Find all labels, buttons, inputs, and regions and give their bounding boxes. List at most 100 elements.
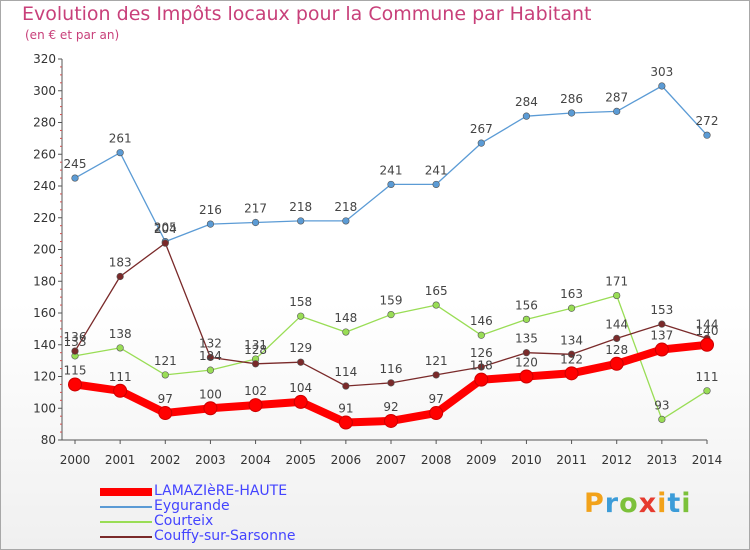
data-point bbox=[564, 366, 579, 381]
data-point bbox=[248, 398, 263, 413]
chart-axes: 80 100 120 140 160 180 200 220 240 260 280 300 320 20… bbox=[33, 52, 722, 467]
x-tick-label: 2001 bbox=[105, 453, 136, 467]
data-label: 245 bbox=[64, 157, 87, 171]
data-label: 133 bbox=[64, 335, 87, 349]
data-point bbox=[609, 356, 624, 371]
data-point bbox=[522, 349, 531, 357]
data-point bbox=[432, 180, 440, 189]
x-tick-label: 2011 bbox=[556, 453, 587, 467]
data-point bbox=[700, 337, 714, 352]
data-label: 121 bbox=[425, 354, 448, 368]
logo-letter: P bbox=[584, 488, 605, 519]
x-tick-label: 2012 bbox=[601, 453, 632, 467]
data-point bbox=[658, 415, 666, 423]
data-point bbox=[567, 304, 576, 312]
data-label: 261 bbox=[109, 132, 132, 146]
y-tick-label: 320 bbox=[33, 52, 56, 66]
legend-swatch bbox=[100, 536, 152, 538]
chart-subtitle: (en € et par an) bbox=[25, 28, 120, 42]
y-tick-label: 300 bbox=[33, 84, 56, 98]
data-label: 216 bbox=[199, 203, 222, 217]
data-label: 122 bbox=[560, 352, 583, 366]
data-label: 116 bbox=[380, 362, 403, 376]
data-point bbox=[432, 371, 440, 379]
data-point bbox=[567, 109, 576, 117]
series-points bbox=[68, 82, 714, 430]
legend-swatch bbox=[100, 506, 152, 508]
data-label: 102 bbox=[244, 384, 267, 398]
data-labels: 245 261 205 216 217 218 218 241 241 267 284 286 287 3… bbox=[64, 65, 719, 416]
data-point bbox=[477, 139, 485, 147]
y-tick-label: 280 bbox=[33, 116, 56, 130]
y-tick-label: 240 bbox=[33, 179, 56, 193]
data-point bbox=[71, 174, 79, 182]
data-point bbox=[297, 217, 305, 225]
data-label: 267 bbox=[470, 122, 493, 136]
data-label: 218 bbox=[289, 200, 312, 214]
data-label: 218 bbox=[334, 200, 357, 214]
data-label: 97 bbox=[158, 392, 173, 406]
y-tick-label: 260 bbox=[33, 147, 56, 161]
data-point bbox=[658, 320, 666, 328]
data-label: 286 bbox=[560, 92, 583, 106]
data-point bbox=[206, 366, 215, 374]
data-point bbox=[342, 217, 350, 225]
data-label: 158 bbox=[289, 295, 312, 309]
data-label: 114 bbox=[334, 365, 357, 379]
data-label: 241 bbox=[425, 163, 448, 177]
chart-title: Evolution des Impôts locaux pour la Comm… bbox=[22, 3, 592, 25]
data-point bbox=[161, 239, 169, 247]
data-point bbox=[613, 291, 621, 300]
data-label: 128 bbox=[244, 343, 267, 357]
y-tick-label: 80 bbox=[41, 433, 56, 447]
data-point bbox=[206, 353, 215, 362]
data-point bbox=[522, 315, 531, 323]
data-point bbox=[654, 342, 669, 357]
data-label: 204 bbox=[154, 222, 177, 236]
data-label: 148 bbox=[334, 311, 357, 325]
y-tick-label: 160 bbox=[33, 306, 56, 320]
x-tick-label: 2004 bbox=[240, 453, 271, 467]
x-tick-label: 2010 bbox=[511, 453, 542, 467]
data-label: 303 bbox=[650, 65, 673, 79]
data-label: 93 bbox=[654, 398, 669, 412]
x-tick-label: 2006 bbox=[331, 453, 362, 467]
data-label: 144 bbox=[605, 317, 628, 331]
x-tick-label: 2008 bbox=[421, 453, 452, 467]
data-label: 128 bbox=[605, 343, 628, 357]
y-tick-label: 140 bbox=[33, 338, 56, 352]
y-tick-label: 200 bbox=[33, 243, 56, 257]
data-label: 284 bbox=[515, 95, 538, 109]
data-point bbox=[703, 387, 711, 395]
data-point bbox=[429, 406, 444, 421]
data-point bbox=[613, 334, 621, 343]
data-label: 205 bbox=[154, 221, 177, 235]
data-point bbox=[387, 180, 395, 189]
data-label: 131 bbox=[244, 338, 267, 352]
data-label: 163 bbox=[560, 287, 583, 301]
data-label: 134 bbox=[560, 333, 583, 347]
data-point bbox=[203, 401, 218, 416]
legend-label: Eygurande bbox=[154, 498, 230, 514]
data-point bbox=[161, 371, 169, 379]
logo-letter: o bbox=[619, 488, 639, 519]
data-label: 111 bbox=[696, 370, 719, 384]
data-label: 138 bbox=[109, 327, 132, 341]
data-label: 146 bbox=[470, 314, 493, 328]
data-point bbox=[703, 131, 711, 139]
logo-letter: i bbox=[681, 488, 692, 519]
data-label: 136 bbox=[64, 330, 87, 344]
data-point bbox=[338, 415, 353, 430]
data-point bbox=[68, 377, 82, 392]
data-point bbox=[522, 112, 531, 120]
x-tick-label: 2009 bbox=[466, 453, 497, 467]
data-point bbox=[116, 149, 124, 157]
y-tick-label: 180 bbox=[33, 274, 56, 288]
data-label: 100 bbox=[199, 387, 222, 401]
y-tick-label: 220 bbox=[33, 211, 56, 225]
data-label: 132 bbox=[199, 336, 222, 350]
data-label: 137 bbox=[650, 329, 673, 343]
proxiti-logo: Proxiti bbox=[584, 488, 692, 519]
